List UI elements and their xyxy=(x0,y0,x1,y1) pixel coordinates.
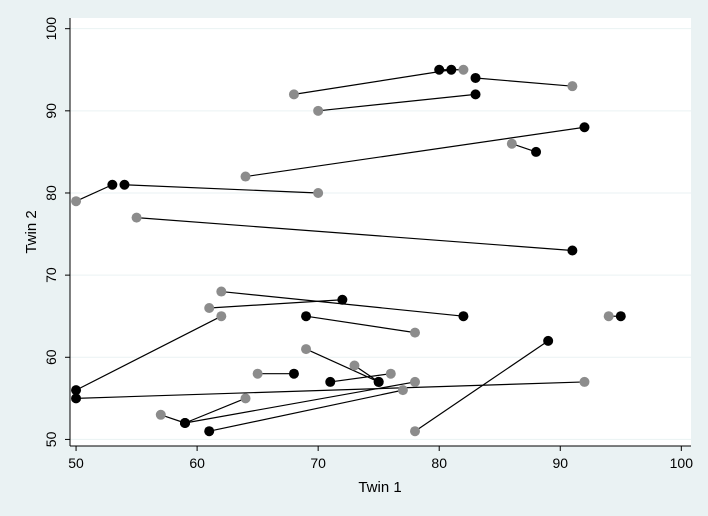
gray-point xyxy=(71,196,82,207)
gray-point xyxy=(216,286,227,297)
gray-point xyxy=(410,327,420,338)
black-point xyxy=(204,426,215,437)
pair-line xyxy=(184,381,416,424)
y-tick-label: 70 xyxy=(43,267,59,283)
y-axis-title: Twin 2 xyxy=(23,210,40,253)
gray-point xyxy=(458,64,469,75)
gray-point xyxy=(506,138,517,149)
black-point xyxy=(325,376,336,387)
data-points xyxy=(71,64,626,437)
gray-point xyxy=(131,212,142,223)
pair-line xyxy=(414,340,549,432)
gray-point xyxy=(385,368,396,379)
pair-line xyxy=(305,315,416,334)
y-tick-label: 100 xyxy=(43,17,59,41)
pair-line xyxy=(475,77,573,87)
gray-point xyxy=(301,344,312,355)
gray-point xyxy=(349,360,360,371)
black-point xyxy=(337,294,348,305)
x-axis-title: Twin 1 xyxy=(358,479,401,496)
pair-line xyxy=(75,315,222,391)
x-tick-label: 100 xyxy=(670,455,694,471)
pair-line xyxy=(318,93,476,112)
x-tick-label: 70 xyxy=(310,455,326,471)
black-point xyxy=(71,385,82,396)
x-tick-label: 80 xyxy=(431,455,447,471)
pair-line xyxy=(245,126,585,178)
black-point xyxy=(531,146,542,157)
gray-point xyxy=(410,426,420,437)
black-point xyxy=(579,122,590,133)
black-point xyxy=(567,245,578,256)
pair-line xyxy=(293,69,452,95)
black-point xyxy=(180,417,190,428)
x-tick-label: 90 xyxy=(552,455,568,471)
pair-line xyxy=(209,389,404,432)
gray-point xyxy=(579,376,590,387)
pair-line xyxy=(136,217,573,252)
black-point xyxy=(615,311,626,322)
gray-point xyxy=(397,385,408,396)
gridlines xyxy=(70,28,691,440)
gray-point xyxy=(240,393,251,404)
gray-point xyxy=(204,302,215,313)
gray-point xyxy=(313,105,324,116)
gray-point xyxy=(216,311,227,322)
black-point xyxy=(107,179,118,190)
black-point xyxy=(543,335,554,346)
black-point xyxy=(470,89,481,100)
pair-line xyxy=(124,184,319,194)
black-point xyxy=(446,64,457,75)
black-point xyxy=(458,311,469,322)
gray-point xyxy=(155,409,166,420)
black-point xyxy=(373,376,384,387)
gray-point xyxy=(603,311,614,322)
gray-point xyxy=(252,368,263,379)
y-tick-label: 90 xyxy=(43,103,59,119)
pair-line xyxy=(305,348,379,383)
pair-line xyxy=(184,397,246,424)
x-tick-label: 50 xyxy=(68,455,84,471)
gray-point xyxy=(410,376,420,387)
gray-point xyxy=(288,89,299,100)
pair-line xyxy=(330,373,391,383)
black-point xyxy=(434,64,445,75)
axes xyxy=(69,18,691,447)
black-point xyxy=(301,311,312,322)
gray-point xyxy=(240,171,251,182)
black-point xyxy=(71,393,82,404)
gray-point xyxy=(313,187,324,198)
pair-line xyxy=(75,184,113,202)
y-tick-label: 80 xyxy=(43,185,59,201)
ticks: 50 60 70 80 90 100 50 60 70 80 90 100 xyxy=(43,17,693,471)
x-tick-label: 60 xyxy=(189,455,205,471)
black-point xyxy=(119,179,130,190)
black-point xyxy=(288,368,299,379)
gray-point xyxy=(567,81,578,92)
y-tick-label: 60 xyxy=(43,349,59,365)
black-point xyxy=(470,72,481,83)
pair-line xyxy=(76,381,585,399)
y-tick-label: 50 xyxy=(43,431,59,447)
